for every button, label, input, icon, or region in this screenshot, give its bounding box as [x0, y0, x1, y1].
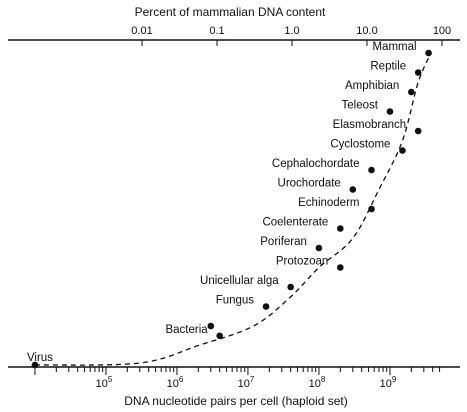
data-point-label: Urochordate — [278, 178, 341, 190]
top-axis-title: Percent of mammalian DNA content — [135, 5, 326, 19]
data-point — [337, 225, 344, 232]
data-point-label: Amphibian — [345, 80, 399, 92]
bottom-axis-tick-label: 109 — [380, 375, 397, 390]
data-point-label: Protozoan — [276, 256, 328, 268]
top-axis-ticks: 0.01 0.1 1.0 10.0 100 — [131, 25, 451, 46]
data-point — [207, 322, 215, 330]
bottom-axis-title: DNA nucleotide pairs per cell (haploid s… — [124, 394, 347, 408]
data-point — [349, 186, 357, 193]
top-axis-tick-label: 100 — [433, 25, 451, 37]
data-point — [31, 361, 39, 369]
data-point — [315, 244, 323, 252]
data-point-label: Unicellular alga — [200, 275, 279, 287]
bottom-axis-tick-label: 106 — [167, 375, 184, 390]
point-labels-layer: Mammal Reptile Amphibian Teleost Elasmobranc… — [27, 41, 417, 364]
data-point — [287, 283, 294, 291]
top-axis-tick-label: 0.01 — [131, 25, 152, 37]
data-point-label: Mammal — [372, 41, 416, 53]
data-points-layer — [31, 49, 432, 369]
data-point — [262, 303, 270, 310]
bottom-axis-ticks: 105 106 107 108 109 — [34, 367, 441, 390]
data-point-label: Echinoderm — [298, 197, 359, 209]
data-point-label: Cephalochordate — [272, 158, 360, 170]
data-point-label: Poriferan — [260, 236, 307, 248]
bottom-axis-tick-label: 107 — [238, 375, 255, 390]
data-point — [337, 264, 344, 271]
bottom-axis-tick-label: 108 — [309, 375, 326, 390]
data-point — [414, 69, 422, 76]
data-point — [386, 108, 394, 115]
data-point-label: Bacteria — [165, 324, 208, 336]
data-point-label: Virus — [27, 352, 53, 364]
top-axis-tick-label: 1.0 — [284, 25, 299, 37]
data-point — [216, 332, 223, 340]
trend-line-layer — [34, 52, 432, 366]
data-point — [425, 49, 432, 57]
data-point — [414, 127, 422, 135]
top-axis-tick-label: 10.0 — [356, 25, 377, 37]
data-point-label: Elasmobranch — [333, 119, 407, 131]
trend-line — [34, 52, 432, 366]
data-point — [368, 205, 375, 213]
data-point-label: Coelenterate — [262, 217, 328, 229]
data-point-label: Teleost — [342, 100, 379, 112]
data-point-label: Reptile — [370, 61, 406, 73]
data-point-label: Cyclostome — [330, 139, 390, 151]
top-axis-tick-label: 0.1 — [209, 25, 224, 37]
data-point — [368, 166, 375, 174]
data-point — [408, 88, 415, 96]
bottom-axis-tick-label: 105 — [96, 375, 113, 390]
data-point — [399, 147, 406, 154]
data-point-label: Fungus — [216, 295, 255, 307]
